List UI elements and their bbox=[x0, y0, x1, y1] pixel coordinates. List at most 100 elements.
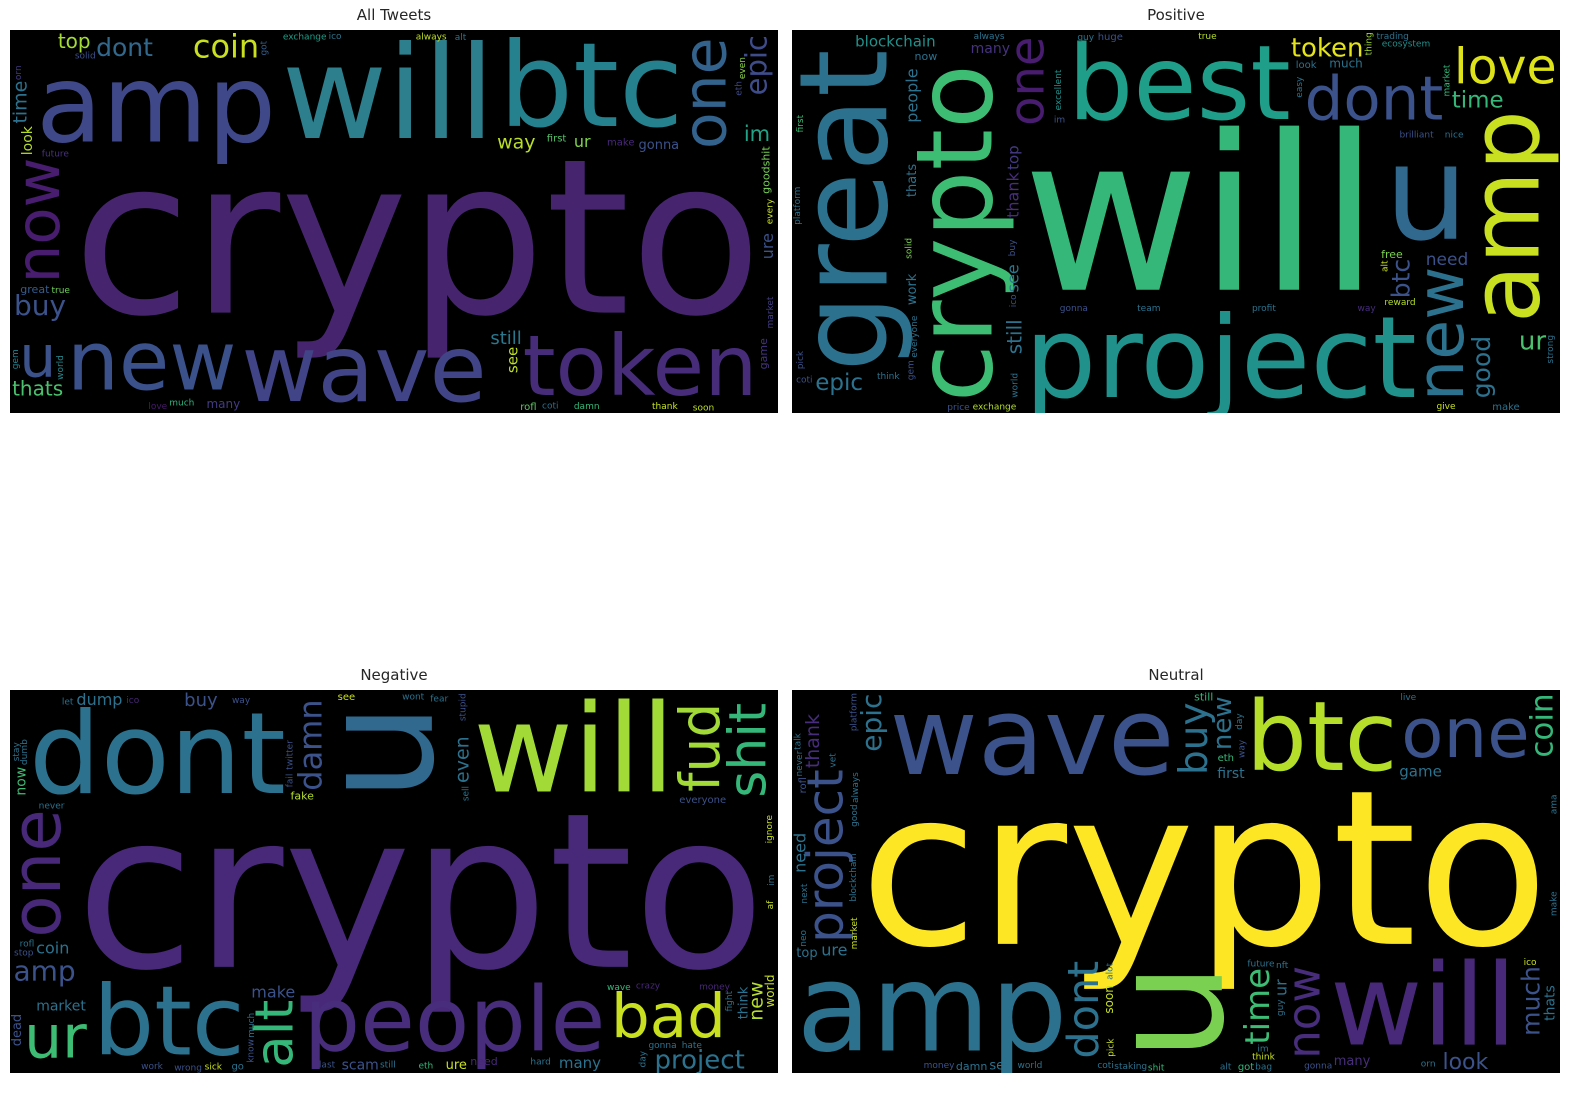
cloud-word: solid bbox=[904, 238, 914, 259]
cloud-word: alt bbox=[455, 33, 467, 43]
cloud-word: market bbox=[1442, 64, 1452, 96]
cloud-word: trading bbox=[1377, 32, 1409, 42]
cloud-word: still bbox=[1003, 319, 1027, 354]
cloud-word: gonna bbox=[1060, 304, 1088, 314]
cloud-word: will bbox=[1023, 90, 1380, 341]
cloud-word: team bbox=[1137, 304, 1160, 314]
cloud-word: solid bbox=[75, 51, 96, 61]
cloud-word: never bbox=[39, 801, 65, 811]
cloud-word: people bbox=[902, 68, 921, 122]
cloud-word: work bbox=[141, 1062, 164, 1072]
cloud-word: think bbox=[1252, 1053, 1275, 1063]
cloud-word: guy bbox=[1276, 999, 1286, 1016]
cloud-word: gem bbox=[906, 360, 916, 380]
cloud-word: project bbox=[797, 769, 855, 943]
cloud-word: need bbox=[470, 1055, 498, 1068]
cloud-word: ure bbox=[446, 1058, 467, 1073]
cloud-word: hate bbox=[682, 1041, 703, 1051]
cloud-word: money bbox=[699, 982, 731, 992]
cloud-word: ur bbox=[24, 1003, 87, 1073]
cloud-word: gem bbox=[11, 349, 21, 369]
cloud-word: ico bbox=[329, 32, 342, 42]
cloud-word: see bbox=[503, 347, 521, 373]
cloud-word: one bbox=[1401, 694, 1529, 774]
cloud-word: new bbox=[1208, 696, 1238, 750]
cloud-word: always bbox=[851, 772, 861, 803]
cloud-word: wrong bbox=[174, 1063, 202, 1073]
cloud-word: still bbox=[1194, 691, 1213, 704]
cloud-word: talk bbox=[794, 732, 804, 750]
cloud-word: always bbox=[416, 32, 447, 42]
cloud-word: ure bbox=[821, 941, 847, 960]
cloud-word: fake bbox=[291, 789, 315, 802]
cloud-word: think bbox=[736, 986, 751, 1019]
cloud-word: make bbox=[1550, 891, 1560, 916]
cloud-word: top bbox=[58, 30, 91, 53]
cloud-word: ur bbox=[1271, 979, 1290, 996]
cloud-word: see bbox=[989, 1058, 1012, 1073]
cloud-word: new bbox=[67, 315, 237, 410]
cloud-word: one bbox=[999, 37, 1055, 126]
cloud-word: never bbox=[795, 750, 805, 776]
cloud-word: ur bbox=[574, 132, 591, 151]
cloud-word: nft bbox=[1276, 961, 1289, 971]
cloud-word: people bbox=[304, 968, 606, 1072]
cloud-word: coti bbox=[1097, 1061, 1113, 1071]
cloud-word: look bbox=[20, 125, 36, 155]
cloud-word: coti bbox=[542, 401, 558, 411]
cloud-word: epic bbox=[815, 370, 863, 396]
cloud-word: way bbox=[1237, 739, 1247, 758]
cloud-word: u bbox=[1385, 117, 1469, 271]
cloud-word: thing bbox=[1365, 32, 1375, 55]
cloud-word: first bbox=[796, 114, 806, 132]
cloud-word: many bbox=[559, 1054, 601, 1072]
cloud-word: make bbox=[251, 983, 295, 1002]
cloud-word: first bbox=[547, 134, 567, 145]
cloud-word: wave bbox=[890, 690, 1175, 800]
cloud-word: market bbox=[850, 917, 860, 949]
cloud-word: much bbox=[169, 398, 194, 408]
cloud-word: know bbox=[246, 1039, 256, 1063]
cloud-word: soon bbox=[693, 403, 714, 413]
cloud-word: buy bbox=[14, 289, 66, 322]
cloud-word: now bbox=[14, 767, 30, 796]
cloud-word: game bbox=[1399, 762, 1442, 780]
cloud-word: world bbox=[1010, 373, 1020, 398]
wordcloud-panel-all-tweets: All Tweets crypto will wave amp btc token now n… bbox=[10, 0, 778, 414]
cloud-word: great bbox=[20, 283, 50, 296]
cloud-word: every bbox=[766, 198, 776, 224]
cloud-word: blockchain bbox=[849, 853, 859, 901]
cloud-word: ure bbox=[758, 233, 777, 259]
cloud-word: ico bbox=[1009, 294, 1019, 307]
cloud-word: dont bbox=[29, 690, 286, 820]
cloud-word: need bbox=[792, 833, 809, 873]
cloud-word: still bbox=[490, 328, 521, 349]
cloud-word: alot bbox=[1105, 962, 1115, 980]
cloud-word: time bbox=[10, 81, 31, 124]
cloud-word: bad bbox=[611, 981, 726, 1052]
cloud-word: fight bbox=[725, 990, 735, 1011]
cloud-word: now bbox=[1277, 966, 1330, 1059]
cloud-word: token bbox=[1291, 34, 1364, 64]
panel-title: Negative bbox=[360, 666, 428, 684]
cloud-word: ico bbox=[1524, 958, 1537, 968]
cloud-word: btc bbox=[93, 965, 244, 1073]
panel-title: Neutral bbox=[1148, 666, 1204, 684]
cloud-word: new bbox=[1404, 267, 1479, 401]
cloud-word: true bbox=[51, 286, 70, 296]
cloud-word: scam bbox=[342, 1057, 379, 1073]
cloud-word: eth bbox=[418, 1061, 433, 1071]
cloud-word: make bbox=[607, 137, 634, 148]
cloud-word: need bbox=[1426, 250, 1468, 270]
cloud-word: crypto bbox=[860, 744, 1549, 995]
cloud-word: brilliant bbox=[1399, 130, 1434, 140]
cloud-word: good bbox=[850, 804, 860, 826]
cloud-word: thats bbox=[905, 164, 920, 197]
cloud-word: last bbox=[319, 1060, 336, 1070]
cloud-word: everyone bbox=[679, 795, 726, 806]
cloud-word: thats bbox=[1543, 985, 1559, 1021]
cloud-word: eth bbox=[734, 81, 744, 96]
cloud-word: fear bbox=[430, 694, 448, 704]
cloud-word: orn bbox=[14, 65, 24, 80]
cloud-word: orn bbox=[1421, 1059, 1436, 1069]
